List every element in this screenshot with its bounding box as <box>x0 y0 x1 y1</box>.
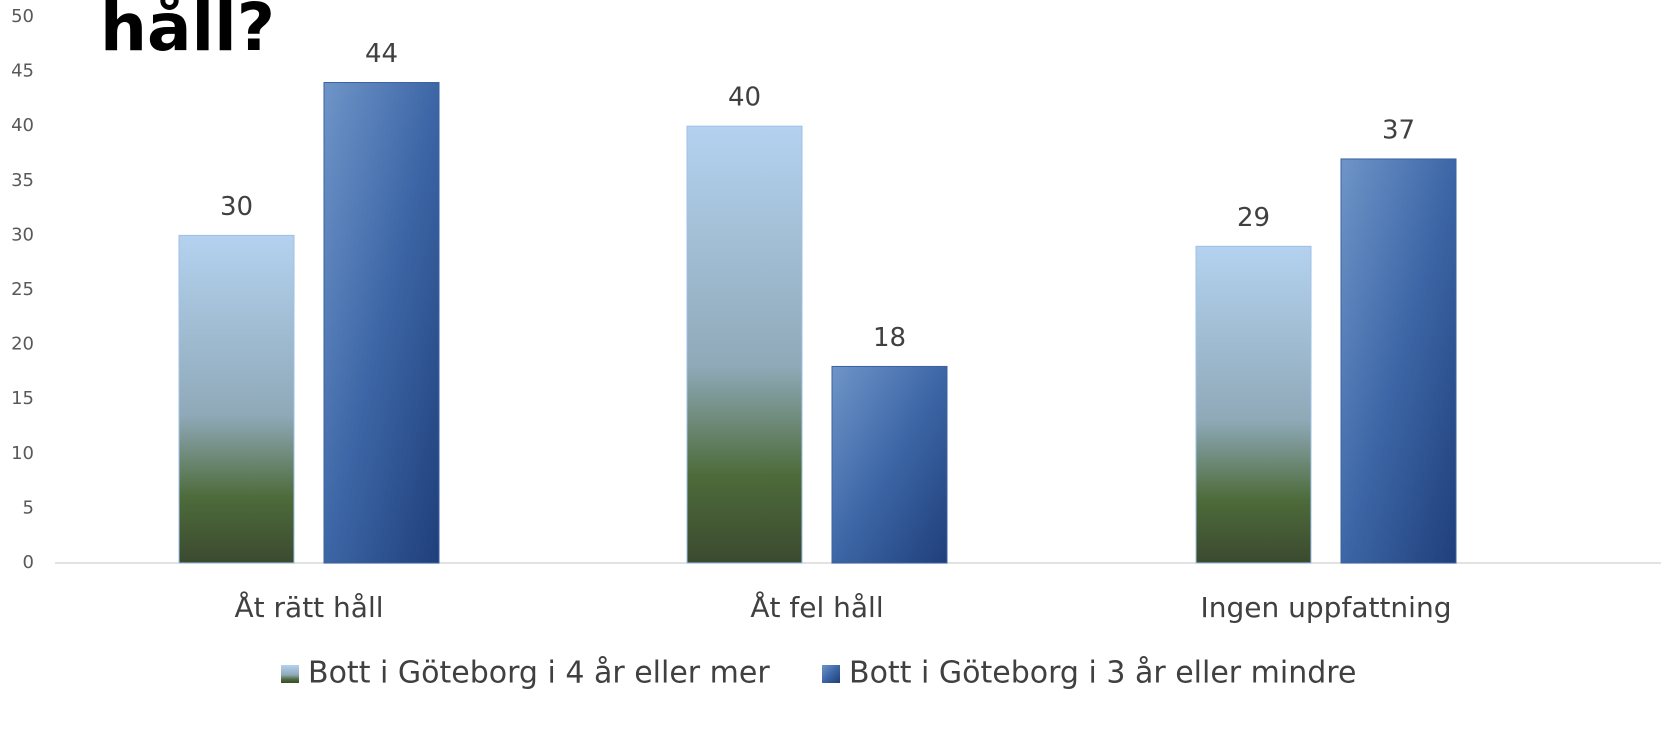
y-tick-label: 35 <box>11 170 34 191</box>
data-label: 37 <box>1382 115 1415 145</box>
data-label: 40 <box>728 83 761 113</box>
legend-marker <box>822 665 840 683</box>
bar <box>1196 246 1311 563</box>
data-label: 44 <box>365 39 398 69</box>
bar <box>687 126 802 563</box>
x-tick-label: Åt fel håll <box>750 590 883 624</box>
chart: håll? 0 5 10 15 20 25 30 35 40 45 50 Åt rätt håll 30… <box>0 0 1661 730</box>
page: {"chart_data": {"type": "bar", "title": … <box>0 0 1661 730</box>
x-tick-label: Ingen uppfattning <box>1201 591 1452 624</box>
y-tick-label: 40 <box>11 115 34 136</box>
y-tick-label: 30 <box>11 224 34 245</box>
bar <box>1341 159 1456 563</box>
chart-title: håll? <box>100 0 275 66</box>
x-tick-label: Åt rätt håll <box>234 590 383 624</box>
y-tick-label: 50 <box>11 6 34 27</box>
y-tick-label: 5 <box>23 497 34 518</box>
y-tick-label: 45 <box>11 61 34 82</box>
y-tick-label: 25 <box>11 279 34 300</box>
bar <box>324 83 439 563</box>
data-label: 18 <box>873 323 906 353</box>
bar <box>832 366 947 563</box>
legend-label: Bott i Göteborg i 4 år eller mer <box>308 656 770 691</box>
legend-marker <box>281 665 299 683</box>
data-label: 29 <box>1237 203 1270 233</box>
bar <box>179 235 294 563</box>
y-tick-label: 10 <box>11 443 34 464</box>
y-tick-label: 20 <box>11 334 34 355</box>
y-tick-label: 15 <box>11 388 34 409</box>
data-label: 30 <box>220 192 253 222</box>
y-tick-label: 0 <box>23 552 34 573</box>
legend-label: Bott i Göteborg i 3 år eller mindre <box>849 656 1356 691</box>
